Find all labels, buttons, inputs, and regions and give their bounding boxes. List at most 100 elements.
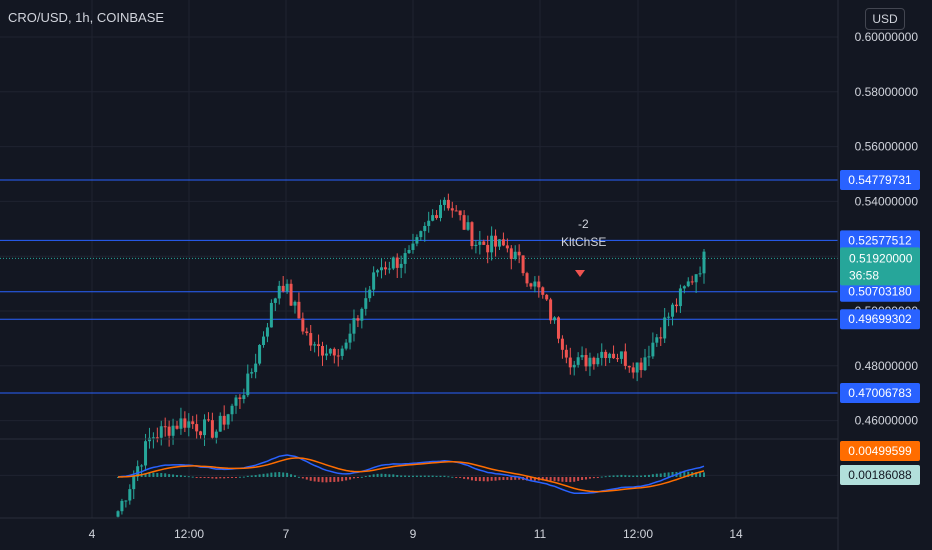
- candle-body: [262, 336, 266, 346]
- macd-histogram-bar: [423, 475, 426, 477]
- candle-body: [431, 215, 435, 221]
- macd-histogram-bar: [415, 475, 418, 477]
- candle-body: [497, 239, 501, 247]
- macd-histogram-bar: [172, 474, 175, 477]
- macd-histogram-bar: [117, 477, 119, 478]
- candle-body: [167, 426, 171, 436]
- level-tag-box: [840, 170, 920, 191]
- time-tick-label: 4: [89, 527, 96, 541]
- candle-body: [317, 344, 321, 346]
- macd-histogram-bar: [246, 475, 249, 477]
- level-tag-label: 0.49699302: [848, 312, 912, 326]
- time-tick-label: 12:00: [174, 527, 204, 541]
- candle-body: [474, 244, 478, 247]
- candle-body: [667, 316, 671, 318]
- level-tag-label: 0.52577512: [848, 233, 912, 247]
- macd-histogram-bar: [309, 477, 312, 481]
- macd-histogram-bar: [301, 477, 304, 479]
- time-axis[interactable]: 4 12:00 7 9 11 12:00 14: [89, 527, 743, 541]
- candle-body: [671, 304, 675, 317]
- currency-button[interactable]: USD: [865, 8, 905, 30]
- macd-histogram-bar: [234, 477, 237, 478]
- macd-histogram-bar: [380, 473, 383, 477]
- candle-body: [694, 274, 698, 283]
- candle-body: [549, 299, 553, 321]
- candle-body: [246, 373, 250, 396]
- level-tag-label: 0.54779731: [848, 173, 912, 187]
- macd-histogram-bar: [411, 475, 414, 477]
- candle-body: [663, 317, 667, 339]
- candle-body: [674, 304, 678, 307]
- candle-body: [454, 210, 458, 212]
- candle-body: [490, 235, 494, 253]
- macd-tag: 0.00499599: [840, 441, 920, 461]
- level-tag-box: [840, 383, 920, 404]
- time-tick-label: 7: [283, 527, 290, 541]
- candle-body: [478, 241, 482, 245]
- macd-indicator: [117, 454, 705, 495]
- candle-body: [116, 511, 120, 517]
- time-tick-label: 12:00: [623, 527, 653, 541]
- macd-histogram-bar: [541, 477, 544, 481]
- candle-body: [147, 437, 151, 442]
- macd-histogram-bar: [628, 475, 631, 477]
- candle-body: [702, 251, 706, 274]
- candle-body: [399, 263, 403, 268]
- time-tick-label: 11: [534, 527, 547, 541]
- candle-body: [356, 318, 360, 321]
- macd-histogram-bar: [435, 475, 438, 477]
- signal-tag: 0.00186088: [840, 465, 920, 485]
- candle-body: [631, 367, 635, 373]
- macd-histogram-bar: [191, 476, 194, 478]
- candle-body: [360, 308, 364, 321]
- candle-body: [395, 257, 399, 268]
- macd-histogram-bar: [231, 477, 234, 478]
- candle-body: [128, 489, 132, 501]
- candle-body: [407, 249, 411, 254]
- candle-body: [529, 283, 533, 287]
- horizontal-levels[interactable]: [0, 179, 838, 394]
- candle-body: [584, 355, 588, 367]
- macd-histogram-bar: [160, 473, 163, 477]
- macd-histogram-bar: [459, 477, 462, 478]
- candle-body: [187, 421, 191, 428]
- macd-histogram-bar: [640, 475, 643, 477]
- macd-line: [117, 454, 705, 495]
- candle-body: [258, 345, 262, 364]
- macd-histogram-bar: [553, 477, 556, 481]
- candle-body: [230, 405, 234, 415]
- candle-body: [159, 426, 163, 438]
- macd-histogram-bar: [518, 477, 521, 480]
- candle-body: [144, 441, 148, 466]
- time-tick-label: 9: [410, 527, 417, 541]
- time-tick-label: 14: [729, 527, 743, 541]
- price-tick-label: 0.58000000: [855, 85, 919, 99]
- macd-histogram-bar: [179, 475, 182, 477]
- macd-histogram-bar: [321, 477, 324, 483]
- candle-body: [214, 431, 218, 438]
- candle-body: [313, 344, 317, 346]
- candle-body: [596, 357, 600, 365]
- macd-histogram-bar: [636, 475, 639, 477]
- countdown-label: 36:58: [849, 268, 879, 282]
- macd-histogram-bar: [349, 477, 352, 480]
- candle-body: [324, 353, 328, 356]
- candle-body: [226, 414, 230, 425]
- candle-body: [344, 342, 348, 349]
- macd-histogram-bar: [376, 473, 379, 477]
- macd-histogram-bar: [514, 477, 517, 480]
- symbol-title[interactable]: CRO/USD, 1h, COINBASE: [8, 10, 165, 25]
- candle-body: [155, 437, 159, 439]
- macd-histogram-bar: [482, 477, 485, 482]
- candle-body: [647, 356, 651, 358]
- candle-body: [132, 476, 136, 490]
- level-tag: 0.54779731: [840, 170, 920, 191]
- level-tag: 0.52577512: [840, 230, 920, 251]
- macd-histogram-bar: [388, 474, 391, 477]
- candle-body: [643, 357, 647, 371]
- macd-histogram-bar: [345, 477, 348, 481]
- macd-histogram-bar: [655, 473, 658, 477]
- candle-body: [171, 425, 175, 436]
